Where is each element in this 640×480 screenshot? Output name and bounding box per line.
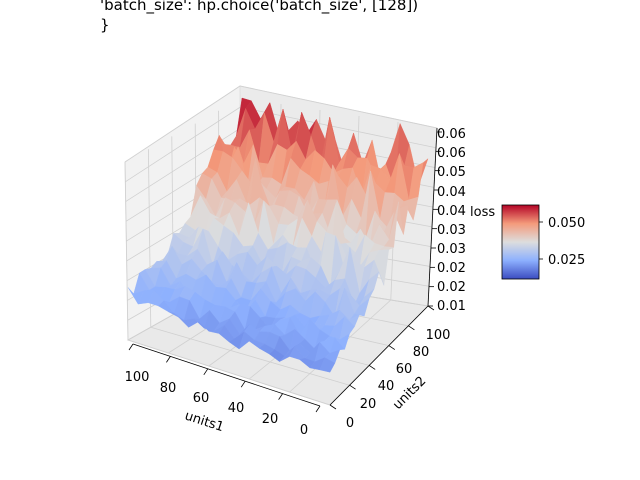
units1-tick-label: 20 bbox=[262, 412, 279, 427]
loss-tick-label: 0.04 bbox=[437, 204, 466, 219]
units1-tick-label: 60 bbox=[193, 391, 210, 406]
loss-axis-line bbox=[427, 127, 438, 307]
loss-tick-label: 0.03 bbox=[437, 242, 466, 257]
loss-tick-label: 0.05 bbox=[437, 165, 466, 180]
loss-tick-label: 0.01 bbox=[437, 299, 466, 314]
wall-gridline bbox=[124, 161, 129, 341]
title-line-1: 'batch_size': hp.choice('batch_size', [1… bbox=[100, 0, 419, 14]
units2-tick bbox=[329, 404, 337, 410]
loss-axis-label: loss bbox=[470, 205, 495, 220]
wall-gridline bbox=[124, 85, 241, 163]
units2-tick bbox=[368, 365, 376, 370]
units2-tick bbox=[408, 325, 415, 331]
units1-tick bbox=[203, 368, 209, 376]
units1-axis-label: units1 bbox=[183, 409, 226, 436]
units1-tick bbox=[240, 380, 246, 388]
units2-tick-label: 20 bbox=[360, 397, 377, 412]
units2-tick-label: 80 bbox=[413, 345, 430, 360]
loss-tick-label: 0.06 bbox=[437, 127, 466, 142]
units1-tick-label: 100 bbox=[125, 370, 150, 385]
units2-tick bbox=[427, 305, 435, 311]
colorbar bbox=[501, 204, 540, 280]
wall-gridline bbox=[239, 85, 438, 129]
units2-tick-label: 100 bbox=[426, 328, 451, 343]
tick-marks bbox=[128, 131, 442, 413]
loss-tick-label: 0.02 bbox=[437, 261, 466, 276]
units2-tick-label: 0 bbox=[346, 416, 354, 431]
colorbar-tick-label: 0.050 bbox=[548, 216, 585, 231]
units1-tick-label: 0 bbox=[300, 423, 308, 438]
surface-facet bbox=[319, 357, 336, 373]
loss-tick-label: 0.03 bbox=[437, 223, 466, 238]
units2-axis-label: units2 bbox=[390, 374, 429, 413]
floor-gridline bbox=[127, 339, 331, 406]
units1-tick-label: 40 bbox=[228, 401, 245, 416]
loss-tick-label: 0.06 bbox=[437, 146, 466, 161]
surface bbox=[127, 97, 429, 373]
title-line-2: } bbox=[100, 16, 110, 34]
loss-tick-label: 0.04 bbox=[437, 185, 466, 200]
units2-axis-line bbox=[329, 305, 429, 406]
units1-tick bbox=[166, 356, 171, 363]
units2-tick-label: 40 bbox=[378, 379, 395, 394]
units2-tick bbox=[349, 384, 356, 390]
units1-tick bbox=[128, 343, 134, 351]
units1-axis-line bbox=[132, 343, 321, 407]
units2-tick bbox=[388, 345, 396, 350]
units1-tick-label: 80 bbox=[160, 381, 177, 396]
units2-tick-label: 60 bbox=[396, 362, 413, 377]
floor-gridline bbox=[150, 326, 350, 386]
wall-gridline bbox=[125, 106, 241, 183]
colorbar-tick-label: 0.025 bbox=[548, 253, 585, 268]
loss-tick-label: 0.02 bbox=[437, 280, 466, 295]
units1-tick bbox=[278, 393, 283, 400]
units1-tick bbox=[315, 405, 321, 413]
